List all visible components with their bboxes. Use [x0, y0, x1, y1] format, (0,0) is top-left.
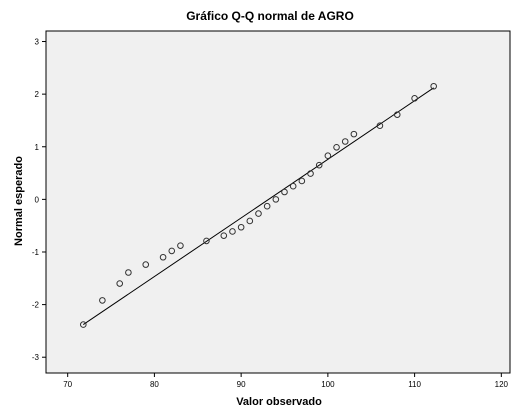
data-point — [430, 82, 437, 90]
data-point — [159, 253, 167, 261]
reference-line — [83, 87, 434, 326]
x-tick-label: 100 — [321, 380, 335, 389]
y-tick-label: 0 — [35, 195, 40, 204]
x-axis-label: Valor observado — [236, 396, 322, 408]
data-point — [142, 261, 150, 268]
data-point — [341, 138, 349, 145]
data-points — [79, 82, 437, 328]
data-point — [220, 232, 228, 239]
data-point — [255, 210, 262, 217]
data-point — [324, 152, 332, 159]
data-point — [272, 196, 280, 203]
data-point — [393, 111, 401, 118]
data-point — [237, 223, 245, 231]
data-point — [203, 237, 210, 245]
data-point — [229, 228, 236, 235]
y-tick-label: 1 — [35, 143, 40, 152]
x-tick-label: 70 — [63, 380, 72, 389]
plot-area — [45, 30, 511, 374]
y-tick-label: -1 — [32, 248, 40, 257]
x-tick-label: 120 — [495, 380, 509, 389]
data-point — [79, 321, 87, 328]
y-tick-label: -2 — [32, 301, 40, 310]
data-point — [246, 217, 254, 225]
chart-title: Gráfico Q-Q normal de AGRO — [186, 9, 354, 23]
y-tick-label: 3 — [35, 38, 40, 47]
data-point — [289, 182, 297, 190]
x-tick-label: 110 — [408, 380, 421, 389]
x-tick-label: 90 — [237, 380, 246, 389]
y-tick-label: 2 — [35, 90, 40, 99]
data-point — [168, 247, 176, 255]
x-tick-label: 80 — [150, 380, 159, 389]
data-point — [350, 130, 358, 138]
data-point — [99, 297, 106, 304]
y-axis-label: Normal esperado — [13, 156, 25, 246]
data-point — [177, 242, 184, 249]
data-point — [263, 202, 271, 210]
data-point — [307, 170, 314, 177]
data-point — [125, 269, 132, 276]
data-point — [116, 280, 124, 287]
data-point — [315, 161, 323, 169]
data-point — [411, 95, 418, 102]
data-point — [333, 143, 340, 151]
data-point — [376, 122, 384, 130]
y-tick-label: -3 — [32, 353, 40, 362]
axis-ticks: 70 80 90 100 110 120 3 2 1 0 -1 -2 -3 — [32, 38, 509, 389]
data-point — [298, 177, 306, 185]
data-point — [281, 188, 288, 196]
